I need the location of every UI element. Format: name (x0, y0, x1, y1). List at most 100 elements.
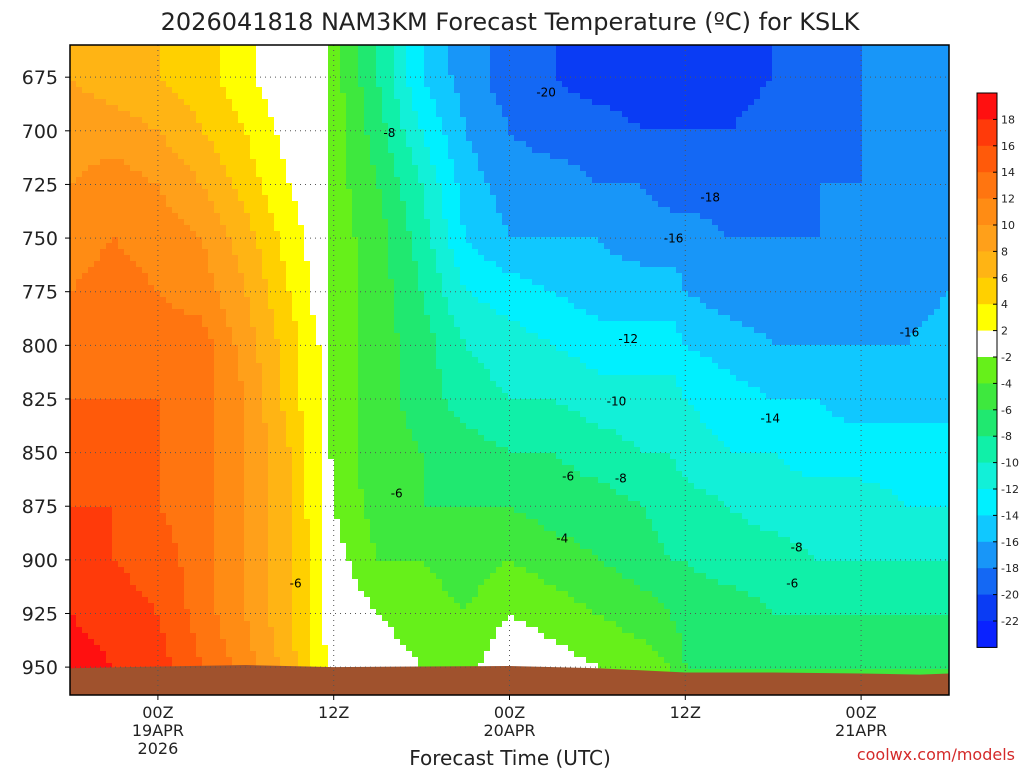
temperature-cell (208, 81, 215, 88)
temperature-cell (136, 459, 143, 466)
temperature-cell (100, 147, 107, 154)
temperature-cell (94, 663, 101, 670)
temperature-cell (256, 243, 263, 250)
temperature-cell (106, 507, 113, 514)
temperature-cell (214, 369, 221, 376)
temperature-cell (142, 231, 149, 238)
temperature-cell (160, 189, 167, 196)
temperature-cell (154, 621, 161, 628)
temperature-cell (124, 411, 131, 418)
temperature-cell (136, 393, 143, 400)
temperature-cell (202, 57, 209, 64)
temperature-cell (268, 357, 275, 364)
temperature-cell (148, 159, 155, 166)
temperature-cell (82, 555, 89, 562)
temperature-cell (82, 201, 89, 208)
temperature-cell (82, 117, 89, 124)
temperature-cell (208, 429, 215, 436)
temperature-cell (76, 381, 83, 388)
temperature-cell (148, 645, 155, 652)
temperature-cell (292, 615, 299, 622)
temperature-cell (124, 255, 131, 262)
temperature-cell (88, 189, 95, 196)
temperature-cell (148, 405, 155, 412)
temperature-cell (82, 513, 89, 520)
temperature-cell (262, 345, 269, 352)
temperature-cell (292, 579, 299, 586)
temperature-cell (88, 483, 95, 490)
temperature-cell (154, 405, 161, 412)
temperature-cell (196, 153, 203, 160)
temperature-cell (178, 561, 185, 568)
temperature-cell (202, 381, 209, 388)
temperature-cell (166, 603, 173, 610)
temperature-cell (250, 627, 257, 634)
temperature-cell (154, 339, 161, 346)
temperature-cell (124, 399, 131, 406)
temperature-cell (142, 651, 149, 658)
temperature-cell (100, 285, 107, 292)
temperature-cell (178, 273, 185, 280)
temperature-cell (112, 201, 119, 208)
temperature-cell (178, 609, 185, 616)
temperature-cell (130, 519, 137, 526)
temperature-cell (280, 375, 287, 382)
temperature-cell (208, 585, 215, 592)
temperature-cell (94, 447, 101, 454)
temperature-cell (190, 351, 197, 358)
temperature-cell (214, 297, 221, 304)
temperature-cell (76, 327, 83, 334)
temperature-cell (256, 309, 263, 316)
temperature-cell (238, 459, 245, 466)
temperature-cell (94, 285, 101, 292)
temperature-cell (124, 585, 131, 592)
temperature-cell (202, 567, 209, 574)
temperature-cell (214, 87, 221, 94)
temperature-cell (316, 105, 323, 112)
temperature-cell (196, 321, 203, 328)
temperature-cell (232, 81, 239, 88)
temperature-cell (268, 651, 275, 658)
temperature-cell (244, 489, 251, 496)
temperature-cell (328, 345, 335, 352)
temperature-cell (250, 285, 257, 292)
temperature-cell (250, 45, 257, 52)
temperature-cell (322, 519, 329, 526)
temperature-cell (154, 135, 161, 142)
temperature-cell (214, 357, 221, 364)
temperature-cell (214, 429, 221, 436)
temperature-cell (322, 261, 329, 268)
temperature-cell (232, 465, 239, 472)
temperature-cell (196, 57, 203, 64)
temperature-cell (124, 381, 131, 388)
temperature-cell (148, 495, 155, 502)
temperature-cell (160, 339, 167, 346)
temperature-cell (298, 471, 305, 478)
temperature-cell (112, 267, 119, 274)
temperature-cell (70, 543, 77, 550)
temperature-cell (178, 321, 185, 328)
temperature-cell (178, 177, 185, 184)
temperature-cell (166, 429, 173, 436)
temperature-cell (154, 225, 161, 232)
temperature-cell (226, 597, 233, 604)
temperature-cell (280, 405, 287, 412)
temperature-cell (184, 99, 191, 106)
temperature-cell (334, 591, 341, 598)
temperature-cell (328, 561, 335, 568)
temperature-cell (154, 129, 161, 136)
temperature-cell (178, 261, 185, 268)
temperature-cell (274, 435, 281, 442)
temperature-cell (310, 303, 317, 310)
temperature-cell (304, 597, 311, 604)
temperature-cell (256, 357, 263, 364)
temperature-cell (88, 195, 95, 202)
temperature-cell (250, 183, 257, 190)
temperature-cell (142, 357, 149, 364)
temperature-cell (100, 579, 107, 586)
temperature-cell (106, 267, 113, 274)
temperature-cell (196, 435, 203, 442)
temperature-cell (196, 375, 203, 382)
temperature-cell (82, 207, 89, 214)
temperature-cell (298, 531, 305, 538)
